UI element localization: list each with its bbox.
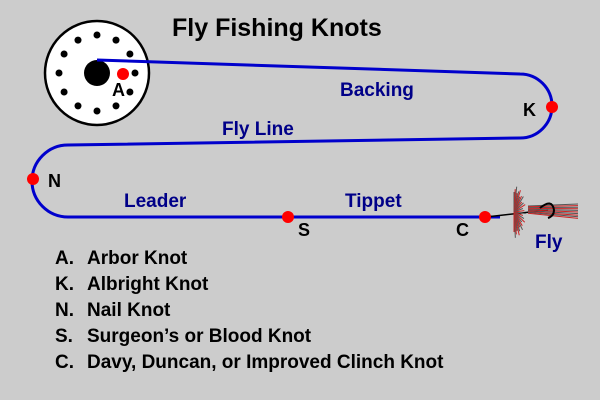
reel-hole — [126, 88, 134, 96]
legend-item: A. Arbor Knot — [55, 246, 443, 272]
legend-key: A. — [55, 248, 74, 269]
reel-hole — [93, 31, 101, 39]
knot-marker-a — [117, 68, 129, 80]
reel-hole — [74, 102, 82, 110]
legend-item: N. Nail Knot — [55, 298, 443, 324]
knot-letter-k: K — [523, 100, 536, 120]
knot-letter-n: N — [48, 171, 61, 191]
reel-hole — [131, 69, 139, 77]
knot-legend: A. Arbor Knot K. Albright Knot N. Nail Knot… — [55, 246, 443, 376]
legend-label: Davy, Duncan, or Improved Clinch Knot — [87, 352, 444, 373]
reel-hole — [112, 36, 120, 44]
diagram-title: Fly Fishing Knots — [172, 14, 382, 42]
reel-hole — [93, 107, 101, 115]
legend-label: Arbor Knot — [87, 248, 188, 269]
label-tippet: Tippet — [345, 191, 402, 212]
reel-hole — [112, 102, 120, 110]
knot-marker-s — [282, 211, 294, 223]
reel-hole — [55, 69, 63, 77]
knot-marker-c — [479, 211, 491, 223]
reel-hole — [126, 50, 134, 58]
knot-marker-k — [546, 101, 558, 113]
knot-letter-c: C — [456, 220, 469, 240]
legend-label: Nail Knot — [87, 300, 171, 321]
legend-key: N. — [55, 300, 74, 321]
legend-key: C. — [55, 352, 74, 373]
label-fly: Fly — [535, 232, 563, 253]
reel-hole — [74, 36, 82, 44]
label-leader: Leader — [124, 191, 187, 212]
dry-fly-icon — [513, 186, 579, 238]
knot-letter-a: A — [112, 80, 125, 100]
label-fly-line: Fly Line — [222, 119, 294, 140]
fishing-line-path — [30, 58, 554, 219]
knot-marker-n — [27, 173, 39, 185]
legend-key: K. — [55, 274, 74, 295]
legend-label: Albright Knot — [87, 274, 209, 295]
knot-letter-s: S — [298, 220, 310, 240]
legend-item: K. Albright Knot — [55, 272, 443, 298]
fly-reel-icon — [43, 19, 151, 127]
legend-item: C. Davy, Duncan, or Improved Clinch Knot — [55, 350, 443, 376]
label-backing: Backing — [340, 80, 414, 101]
reel-hole — [60, 88, 68, 96]
legend-key: S. — [55, 326, 73, 347]
legend-label: Surgeon’s or Blood Knot — [87, 326, 312, 347]
legend-item: S. Surgeon’s or Blood Knot — [55, 324, 443, 350]
reel-hole — [60, 50, 68, 58]
